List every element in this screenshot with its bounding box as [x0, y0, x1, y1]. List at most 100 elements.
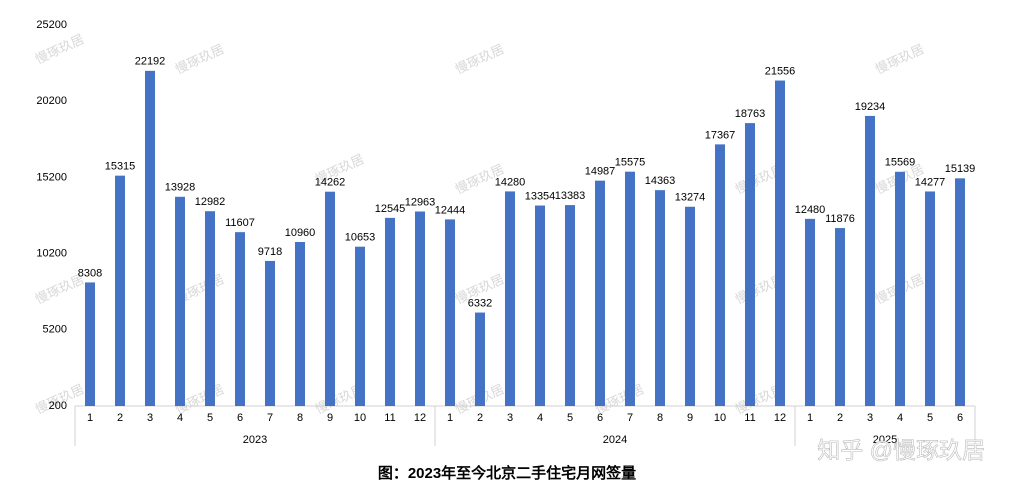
- x-tick-label: 9: [327, 412, 333, 424]
- bar: [835, 228, 845, 406]
- value-label: 18763: [735, 108, 766, 120]
- value-label: 12963: [405, 196, 436, 208]
- value-label: 21556: [765, 65, 796, 77]
- bar: [805, 218, 815, 406]
- x-tick-label: 8: [297, 412, 303, 424]
- bar: [745, 123, 755, 406]
- x-tick-label: 10: [714, 412, 726, 424]
- bar: [565, 205, 575, 406]
- value-label: 17367: [705, 129, 736, 141]
- value-label: 19234: [855, 101, 886, 113]
- value-label: 13383: [555, 190, 586, 202]
- x-tick-label: 6: [597, 412, 603, 424]
- x-tick-label: 3: [507, 412, 513, 424]
- value-label: 12480: [795, 204, 826, 216]
- bar: [865, 115, 875, 406]
- value-label: 12444: [435, 204, 466, 216]
- y-tick-label: 200: [49, 400, 67, 412]
- group-label: 2025: [873, 434, 897, 446]
- x-tick-label: 4: [897, 412, 903, 424]
- value-label: 11876: [825, 213, 855, 225]
- bar: [175, 196, 185, 406]
- chart-title: 图：2023年至今北京二手住宅月网签量: [378, 464, 636, 482]
- x-tick-label: 5: [567, 412, 573, 424]
- value-label: 8308: [78, 267, 102, 279]
- value-label: 10960: [285, 227, 316, 239]
- value-label: 15315: [105, 161, 136, 173]
- bar: [415, 211, 425, 406]
- x-tick-label: 6: [957, 412, 963, 424]
- x-tick-label: 12: [774, 412, 786, 424]
- y-tick-label: 20200: [36, 95, 67, 107]
- x-tick-label: 1: [87, 412, 93, 424]
- bar: [625, 171, 635, 406]
- value-label: 6332: [468, 297, 492, 309]
- bar: [955, 178, 965, 406]
- x-tick-label: 2: [117, 412, 123, 424]
- group-label: 2024: [603, 434, 627, 446]
- x-tick-label: 3: [867, 412, 873, 424]
- x-tick-label: 3: [147, 412, 153, 424]
- value-label: 12545: [375, 203, 406, 215]
- x-tick-label: 11: [384, 412, 395, 424]
- bar: [925, 191, 935, 406]
- value-label: 14280: [495, 176, 526, 188]
- value-label: 22192: [135, 56, 166, 68]
- watermark: 慢琢玖居: [873, 41, 926, 77]
- bar: [505, 191, 515, 406]
- watermark: 慢琢玖居: [173, 41, 226, 77]
- source-mark: 知乎 @慢琢玖居: [817, 437, 985, 463]
- value-label: 10653: [345, 232, 376, 244]
- value-label: 13928: [165, 182, 196, 194]
- group-label: 2023: [243, 434, 267, 446]
- value-label: 14277: [915, 176, 946, 188]
- y-tick-label: 25200: [36, 19, 67, 31]
- x-tick-label: 8: [657, 412, 663, 424]
- x-tick-label: 6: [237, 412, 243, 424]
- watermark: 慢琢玖居: [453, 41, 506, 77]
- bar: [265, 260, 275, 406]
- x-tick-label: 1: [807, 412, 813, 424]
- x-tick-label: 7: [267, 412, 273, 424]
- x-tick-label: 4: [537, 412, 543, 424]
- x-tick-label: 4: [177, 412, 183, 424]
- x-tick-label: 2: [477, 412, 483, 424]
- y-tick-label: 10200: [36, 248, 67, 260]
- bar: [475, 312, 485, 406]
- y-tick-label: 15200: [36, 171, 67, 183]
- bar: [775, 80, 785, 407]
- x-tick-label: 2: [837, 412, 843, 424]
- bar: [655, 190, 665, 406]
- value-label: 14262: [315, 177, 346, 189]
- x-tick-label: 10: [354, 412, 366, 424]
- value-label: 14987: [585, 166, 616, 178]
- bar: [355, 246, 365, 406]
- value-label: 11607: [225, 217, 255, 229]
- bar: [595, 180, 605, 406]
- bar: [445, 219, 455, 406]
- bar: [715, 144, 725, 406]
- bar: [295, 242, 305, 406]
- bar: [115, 175, 125, 406]
- bar: [895, 171, 905, 406]
- bar: [325, 191, 335, 406]
- x-tick-label: 12: [414, 412, 426, 424]
- watermark: 慢琢玖居: [33, 31, 86, 67]
- bar: [385, 217, 395, 406]
- bar: [85, 282, 95, 406]
- x-tick-label: 11: [744, 412, 755, 424]
- x-tick-label: 5: [207, 412, 213, 424]
- bar: [535, 205, 545, 406]
- value-label: 15139: [945, 163, 976, 175]
- bar: [205, 211, 215, 406]
- x-tick-label: 5: [927, 412, 933, 424]
- value-label: 12982: [195, 196, 226, 208]
- value-label: 13274: [675, 192, 706, 204]
- value-label: 13354: [525, 190, 556, 202]
- y-tick-label: 5200: [43, 324, 67, 336]
- x-tick-label: 7: [627, 412, 633, 424]
- bar: [685, 206, 695, 406]
- bar: [235, 232, 245, 406]
- x-tick-label: 1: [447, 412, 453, 424]
